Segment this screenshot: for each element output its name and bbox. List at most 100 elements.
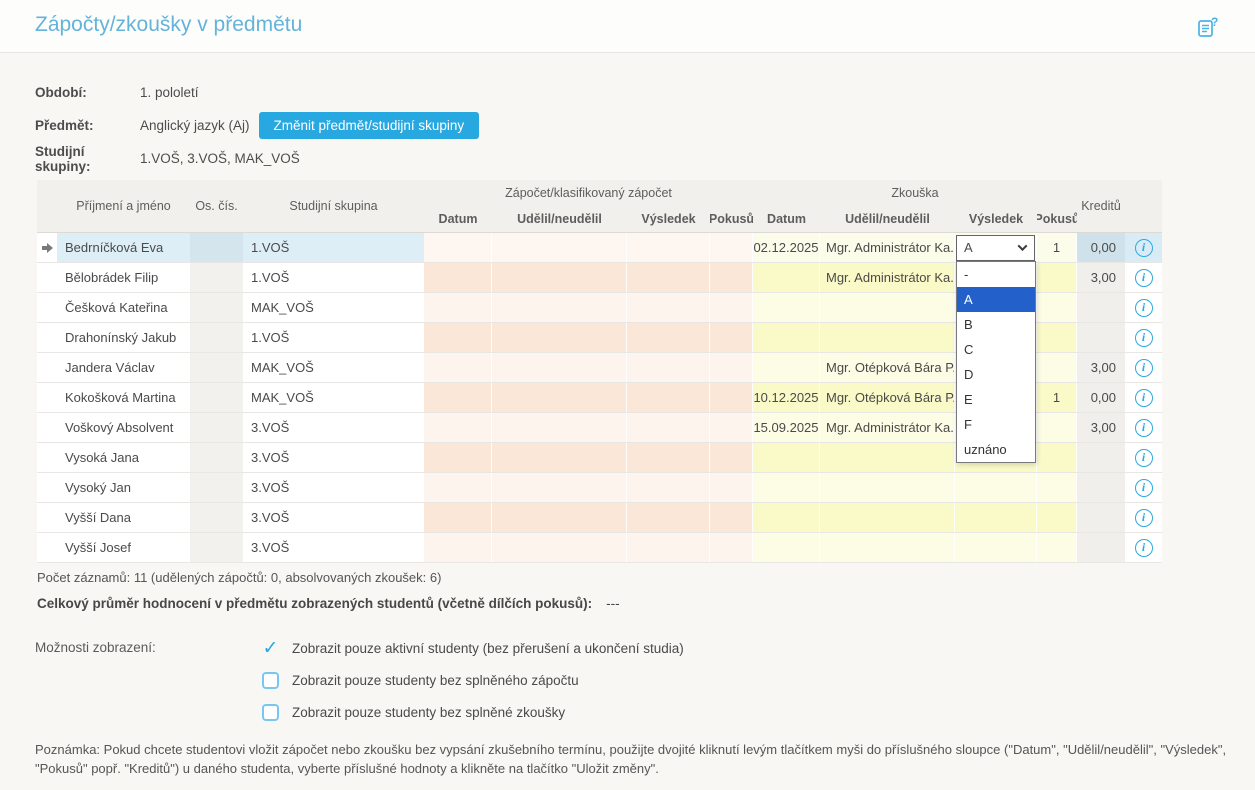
zkouska-vysledek-cell[interactable]: A (955, 233, 1037, 262)
change-subject-button[interactable]: Změnit předmět/studijní skupiny (258, 112, 480, 139)
zkouska-datum-cell[interactable] (753, 443, 820, 472)
zkouska-vysledek-cell[interactable] (955, 473, 1037, 502)
display-option-row[interactable]: ✓ Zobrazit pouze aktivní studenty (bez př… (262, 632, 684, 664)
zapocet-vysledek-cell[interactable] (627, 473, 710, 502)
zkouska-pokusu-cell[interactable] (1037, 443, 1077, 472)
zapocet-vysledek-cell[interactable] (627, 413, 710, 442)
dropdown-option[interactable]: - (964, 267, 969, 282)
zkouska-pokusu-cell[interactable] (1037, 503, 1077, 532)
dropdown-option[interactable]: C (964, 342, 974, 357)
zkouska-pokusu-cell[interactable]: 1 (1037, 383, 1077, 412)
dropdown-option[interactable]: F (964, 417, 972, 432)
zapocet-datum-cell[interactable] (424, 293, 492, 322)
checkbox-empty[interactable] (262, 703, 279, 721)
table-row[interactable]: Vyšší Dana 3.VOŠ i (37, 503, 1162, 533)
zapocet-pokusu-cell[interactable] (710, 383, 753, 412)
kredity-cell[interactable] (1077, 503, 1125, 532)
dropdown-option[interactable]: E (964, 392, 973, 407)
zkouska-udelil-cell[interactable] (820, 443, 955, 472)
zapocet-udelil-cell[interactable] (492, 443, 627, 472)
info-cell[interactable]: i (1125, 353, 1162, 382)
info-icon[interactable]: i (1134, 448, 1153, 467)
zapocet-pokusu-cell[interactable] (710, 533, 753, 562)
info-cell[interactable]: i (1125, 503, 1162, 532)
zapocet-pokusu-cell[interactable] (710, 353, 753, 382)
zapocet-udelil-cell[interactable] (492, 383, 627, 412)
zapocet-pokusu-cell[interactable] (710, 443, 753, 472)
zapocet-datum-cell[interactable] (424, 353, 492, 382)
kredity-cell[interactable] (1077, 293, 1125, 322)
info-cell[interactable]: i (1125, 323, 1162, 352)
zapocet-datum-cell[interactable] (424, 323, 492, 352)
zapocet-udelil-cell[interactable] (492, 503, 627, 532)
table-row[interactable]: Jandera Václav MAK_VOŠ Mgr. Otépková Bár… (37, 353, 1162, 383)
info-icon[interactable]: i (1134, 298, 1153, 317)
zapocet-vysledek-cell[interactable] (627, 233, 710, 262)
dropdown-option[interactable]: uznáno (964, 442, 1007, 457)
info-icon[interactable]: i (1134, 328, 1153, 347)
zkouska-udelil-cell[interactable]: Mgr. Otépková Bára P... (820, 383, 955, 412)
checkbox-empty[interactable] (262, 671, 279, 689)
kredity-cell[interactable] (1077, 533, 1125, 562)
zapocet-datum-cell[interactable] (424, 383, 492, 412)
table-row[interactable]: Vysoký Jan 3.VOŠ i (37, 473, 1162, 503)
kredity-cell[interactable]: 3,00 (1077, 263, 1125, 292)
info-icon[interactable]: i (1134, 358, 1153, 377)
zkouska-udelil-cell[interactable]: Mgr. Administrátor Ka... (820, 413, 955, 442)
help-note-icon[interactable]: ? (1195, 15, 1221, 41)
display-option-row[interactable]: Zobrazit pouze studenty bez splněné zkou… (262, 696, 684, 728)
zkouska-vysledek-cell[interactable] (955, 503, 1037, 532)
dropdown-option[interactable]: B (964, 317, 973, 332)
zapocet-udelil-cell[interactable] (492, 233, 627, 262)
info-icon[interactable]: i (1134, 478, 1153, 497)
zapocet-datum-cell[interactable] (424, 263, 492, 292)
zapocet-datum-cell[interactable] (424, 233, 492, 262)
zkouska-pokusu-cell[interactable] (1037, 293, 1077, 322)
info-cell[interactable]: i (1125, 473, 1162, 502)
zkouska-datum-cell[interactable] (753, 323, 820, 352)
kredity-cell[interactable] (1077, 473, 1125, 502)
kredity-cell[interactable] (1077, 443, 1125, 472)
info-icon[interactable]: i (1134, 418, 1153, 437)
zapocet-vysledek-cell[interactable] (627, 293, 710, 322)
dropdown-option[interactable]: D (964, 367, 974, 382)
zapocet-vysledek-cell[interactable] (627, 323, 710, 352)
zkouska-udelil-cell[interactable]: Mgr. Otépková Bára P... (820, 353, 955, 382)
info-cell[interactable]: i (1125, 413, 1162, 442)
zapocet-datum-cell[interactable] (424, 473, 492, 502)
zapocet-udelil-cell[interactable] (492, 293, 627, 322)
zkouska-udelil-cell[interactable] (820, 293, 955, 322)
zapocet-vysledek-cell[interactable] (627, 533, 710, 562)
zapocet-pokusu-cell[interactable] (710, 293, 753, 322)
zkouska-datum-cell[interactable] (753, 473, 820, 502)
info-cell[interactable]: i (1125, 293, 1162, 322)
zapocet-vysledek-cell[interactable] (627, 353, 710, 382)
zkouska-pokusu-cell[interactable] (1037, 473, 1077, 502)
kredity-cell[interactable] (1077, 323, 1125, 352)
table-row[interactable]: Vyšší Josef 3.VOŠ i (37, 533, 1162, 563)
zkouska-pokusu-cell[interactable] (1037, 353, 1077, 382)
zkouska-udelil-cell[interactable] (820, 323, 955, 352)
zapocet-datum-cell[interactable] (424, 533, 492, 562)
kredity-cell[interactable]: 3,00 (1077, 353, 1125, 382)
zapocet-udelil-cell[interactable] (492, 323, 627, 352)
info-cell[interactable]: i (1125, 443, 1162, 472)
zkouska-datum-cell[interactable] (753, 533, 820, 562)
zapocet-udelil-cell[interactable] (492, 413, 627, 442)
zkouska-datum-cell[interactable] (753, 353, 820, 382)
zkouska-udelil-cell[interactable]: Mgr. Administrátor Ka... (820, 233, 955, 262)
zapocet-pokusu-cell[interactable] (710, 263, 753, 292)
zkouska-datum-cell[interactable] (753, 263, 820, 292)
zapocet-vysledek-cell[interactable] (627, 503, 710, 532)
zkouska-pokusu-cell[interactable] (1037, 413, 1077, 442)
zkouska-datum-cell[interactable]: 15.09.2025 (753, 413, 820, 442)
zapocet-datum-cell[interactable] (424, 443, 492, 472)
info-icon[interactable]: i (1134, 268, 1153, 287)
zkouska-pokusu-cell[interactable] (1037, 263, 1077, 292)
zapocet-datum-cell[interactable] (424, 413, 492, 442)
info-icon[interactable]: i (1134, 388, 1153, 407)
dropdown-option[interactable]: A (957, 287, 1035, 312)
table-row[interactable]: Bedrníčková Eva 1.VOŠ 02.12.2025 Mgr. Ad… (37, 233, 1162, 263)
info-cell[interactable]: i (1125, 533, 1162, 562)
zkouska-udelil-cell[interactable] (820, 533, 955, 562)
